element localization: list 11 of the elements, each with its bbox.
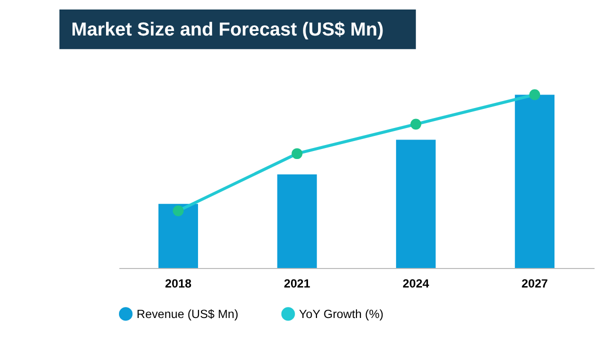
bar [514, 94, 554, 268]
legend-label: YoY Growth (%) [299, 306, 384, 321]
bar [277, 174, 317, 268]
x-tick-label: 2021 [284, 276, 311, 290]
legend-label: Revenue (US$ Mn) [136, 306, 238, 321]
bar [396, 140, 436, 268]
chart-title: Market Size and Forecast (US$ Mn) [71, 18, 384, 40]
bar [158, 204, 198, 268]
x-tick-label: 2024 [402, 276, 430, 290]
x-tick-label: 2027 [521, 276, 548, 290]
x-tick-label: 2018 [165, 276, 192, 290]
